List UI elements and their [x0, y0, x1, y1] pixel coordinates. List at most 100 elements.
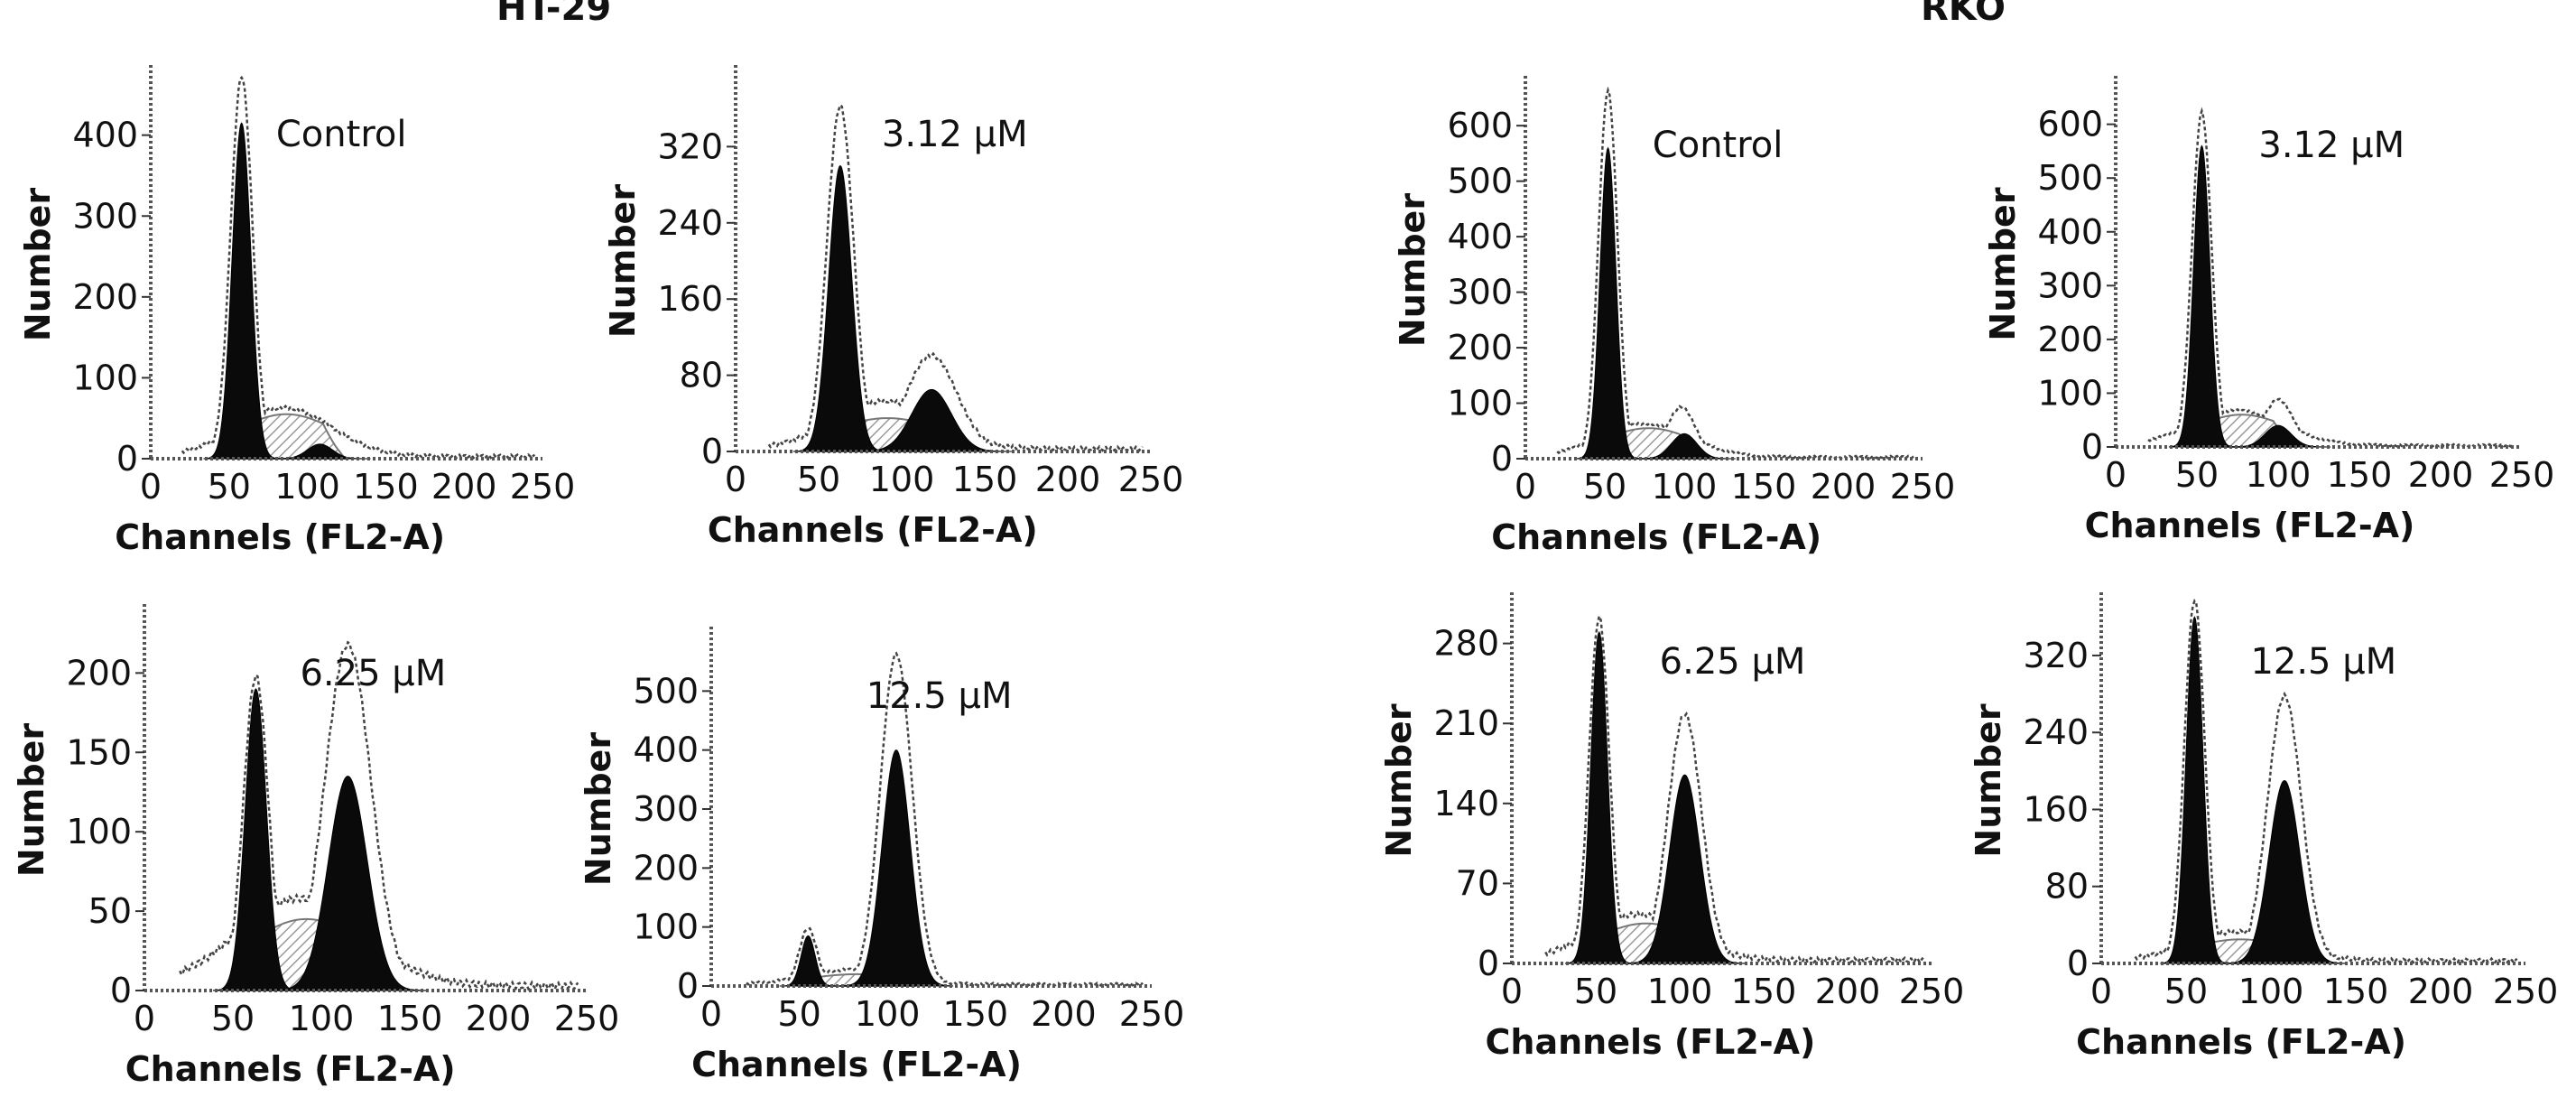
panel-1-x-tick-label-2: 100 [274, 467, 340, 507]
panel-7-x-tick-label-0: 0 [1501, 972, 1523, 1011]
panel-5-y-tick-label-1: 100 [1447, 384, 1513, 423]
panel-7-x-axis-label: Channels (FL2-A) [1486, 1022, 1816, 1062]
panel-4-g2-peak [839, 749, 953, 987]
panel-6-y-tick-label-4: 400 [2037, 212, 2103, 252]
panel-5-treatment-label: Control [1653, 125, 1784, 166]
panel-4-y-tick-label-4: 400 [633, 730, 699, 770]
panel-2-y-tick-label-0: 0 [701, 432, 723, 471]
panel-1-y-tick-label-1: 100 [72, 358, 138, 397]
panel-3-x-axis-label: Channels (FL2-A) [125, 1049, 456, 1089]
panel-3-x-tick-label-2: 100 [289, 999, 355, 1038]
panel-1-y-axis-label: Number [18, 188, 58, 341]
panel-2-y-tick-label-3: 240 [657, 203, 723, 243]
panel-4-y-tick-label-1: 100 [633, 907, 699, 947]
panel-5-x-tick-label-0: 0 [1515, 467, 1536, 507]
panel-5-x-axis-label: Channels (FL2-A) [1491, 517, 1821, 557]
panel-5-x-tick-label-1: 50 [1583, 467, 1626, 507]
panel-7-g1-peak [1565, 630, 1634, 964]
panel-6-treatment-label: 3.12 μM [2258, 125, 2405, 166]
panel-4-x-tick-label-5: 250 [1119, 994, 1185, 1034]
panel-5-x-tick-label-2: 100 [1652, 467, 1718, 507]
panel-8-y-tick-label-0: 0 [2067, 944, 2089, 983]
panel-2-x-tick-label-1: 50 [797, 460, 840, 499]
panel-7-y-tick-label-4: 280 [1433, 624, 1499, 664]
panel-8-y-tick-label-1: 80 [2045, 867, 2089, 907]
group-title-rko: RKO [1921, 0, 2006, 29]
panel-5-x-tick-label-5: 250 [1890, 467, 1956, 507]
panel-1-x-tick-label-4: 200 [431, 467, 497, 507]
panel-1-raw-histogram-line [181, 75, 536, 460]
panel-3-g1-peak [212, 688, 300, 991]
panel-4-y-tick-label-3: 300 [633, 789, 699, 829]
panel-2-y-tick-label-4: 320 [657, 126, 723, 166]
panel-4-x-tick-label-2: 100 [855, 994, 921, 1034]
panel-4-y-tick-label-0: 0 [677, 966, 699, 1006]
panel-4-x-tick-label-3: 150 [943, 994, 1009, 1034]
panel-5-y-tick-label-6: 600 [1447, 106, 1513, 145]
panel-2-raw-histogram-line [767, 103, 1144, 452]
panel-4-x-tick-label-4: 200 [1031, 994, 1097, 1034]
panel-6-x-tick-label-2: 100 [2246, 455, 2312, 495]
panel-4-y-tick-label-5: 500 [633, 671, 699, 711]
panel-6-y-axis-label: Number [1983, 187, 2023, 340]
panel-1-y-tick-label-3: 300 [72, 196, 138, 236]
panel-7-y-tick-label-1: 70 [1456, 863, 1499, 903]
panel-6-y-tick-label-1: 100 [2037, 373, 2103, 413]
panel-8-x-tick-label-5: 250 [2493, 972, 2559, 1011]
panel-6-y-tick-label-2: 200 [2037, 320, 2103, 359]
panel-6-x-tick-label-5: 250 [2489, 455, 2555, 495]
panel-6-x-tick-label-1: 50 [2175, 455, 2219, 495]
panel-5-y-tick-label-4: 400 [1447, 217, 1513, 256]
panel-6-x-tick-label-3: 150 [2327, 455, 2393, 495]
panel-7-y-tick-label-0: 0 [1478, 944, 1499, 983]
panel-4-treatment-label: 12.5 μM [866, 675, 1013, 717]
panel-1-x-tick-label-1: 50 [208, 467, 251, 507]
panel-5-y-tick-label-2: 200 [1447, 328, 1513, 367]
panel-3-y-tick-label-2: 100 [66, 812, 132, 851]
panel-8-x-tick-label-3: 150 [2323, 972, 2389, 1011]
panel-1-x-axis-label: Channels (FL2-A) [115, 517, 445, 557]
panel-1-y-tick-label-0: 0 [116, 439, 138, 479]
panel-1-x-tick-label-5: 250 [510, 467, 576, 507]
panel-2-x-axis-label: Channels (FL2-A) [708, 510, 1038, 550]
panel-5-g1-peak [1575, 146, 1641, 460]
panel-1-x-tick-label-0: 0 [140, 467, 162, 507]
panel-2-y-tick-label-1: 80 [680, 356, 723, 395]
panel-1-y-tick-label-4: 400 [72, 116, 138, 155]
panel-8-y-tick-label-2: 160 [2023, 789, 2089, 829]
panel-4-x-tick-label-1: 50 [777, 994, 820, 1034]
panel-2-y-tick-label-2: 160 [657, 279, 723, 319]
panel-7-x-tick-label-3: 150 [1731, 972, 1797, 1011]
panel-7-x-tick-label-2: 100 [1647, 972, 1713, 1011]
panel-3-x-tick-label-3: 150 [377, 999, 443, 1038]
panel-8-x-tick-label-2: 100 [2238, 972, 2304, 1011]
panel-5-y-axis-label: Number [1393, 193, 1432, 347]
panel-7-x-tick-label-5: 250 [1899, 972, 1965, 1011]
panel-7-treatment-label: 6.25 μM [1660, 641, 1806, 683]
panel-7-y-tick-label-2: 140 [1433, 784, 1499, 823]
panel-8-x-tick-label-4: 200 [2408, 972, 2474, 1011]
panel-4-x-axis-label: Channels (FL2-A) [691, 1045, 1022, 1084]
panel-5-raw-histogram-line [1556, 86, 1915, 460]
panel-8-y-tick-label-3: 240 [2023, 712, 2089, 752]
panel-3-y-axis-label: Number [12, 723, 51, 877]
panel-3-y-tick-label-3: 150 [66, 732, 132, 772]
panel-2-y-axis-label: Number [603, 184, 643, 338]
panel-3-x-tick-label-4: 200 [466, 999, 532, 1038]
panel-4-y-axis-label: Number [579, 732, 618, 886]
panel-6-raw-histogram-line [2147, 107, 2515, 448]
panel-6-y-tick-label-0: 0 [2081, 427, 2103, 467]
panel-3-y-tick-label-0: 0 [110, 971, 132, 1010]
panel-3-x-tick-label-0: 0 [134, 999, 155, 1038]
panel-7-raw-histogram-line [1544, 612, 1924, 965]
panel-1-y-tick-label-2: 200 [72, 277, 138, 317]
panel-6-g1-peak [2168, 144, 2235, 448]
panel-4-y-tick-label-2: 200 [633, 848, 699, 888]
panel-3-g2-peak [269, 776, 427, 991]
panel-2-g1-peak [792, 164, 887, 452]
panel-7-y-axis-label: Number [1379, 703, 1419, 857]
panel-5-y-tick-label-5: 500 [1447, 162, 1513, 201]
panel-2-x-tick-label-5: 250 [1118, 460, 1184, 499]
panel-6-g2-peak [2225, 424, 2331, 448]
panel-2-x-tick-label-4: 200 [1035, 460, 1101, 499]
